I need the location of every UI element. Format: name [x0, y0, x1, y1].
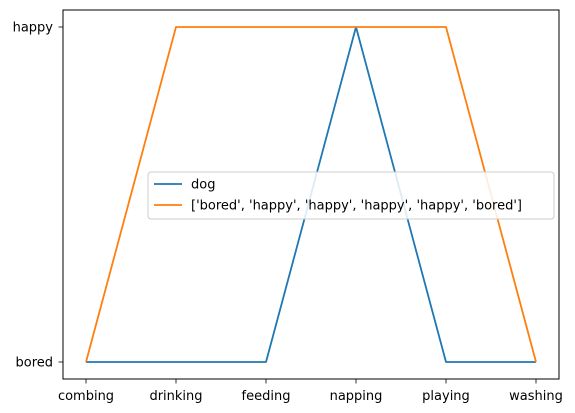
y-axis: bored happy — [13, 21, 63, 371]
legend-label: dog — [191, 178, 215, 193]
legend: dog ['bored', 'happy', 'happy', 'happy', … — [147, 171, 555, 220]
legend-label: ['bored', 'happy', 'happy', 'happy', 'ha… — [191, 199, 522, 214]
x-tick-label: washing — [509, 389, 563, 404]
y-tick-label: bored — [15, 356, 53, 371]
series-line-1 — [85, 26, 537, 363]
x-tick-label: feeding — [242, 389, 291, 404]
y-tick-label: happy — [13, 21, 54, 36]
legend-frame — [147, 171, 555, 220]
x-tick-label: combing — [58, 389, 114, 404]
x-axis: combing drinking feeding napping playing wash… — [58, 379, 563, 404]
x-tick-label: drinking — [149, 389, 202, 404]
plot-frame — [62, 9, 560, 380]
x-tick-label: playing — [422, 389, 470, 404]
x-tick-label: napping — [330, 389, 383, 404]
